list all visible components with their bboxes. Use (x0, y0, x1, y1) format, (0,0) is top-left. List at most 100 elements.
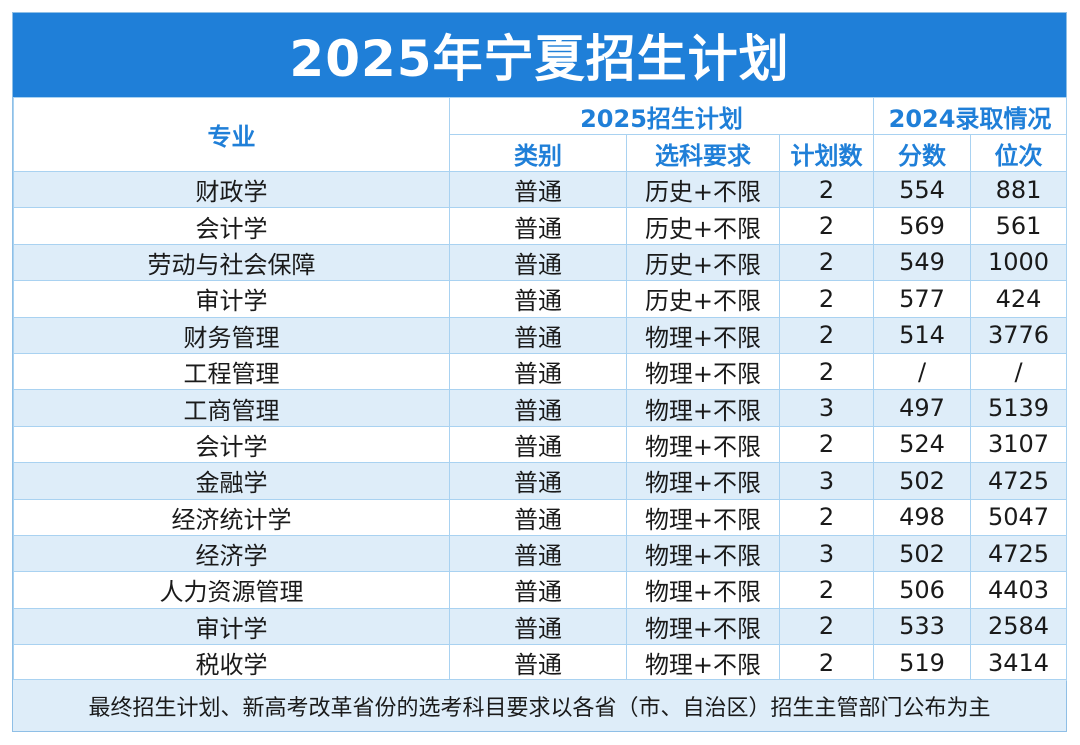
cell-plan-count: 2 (778, 571, 875, 609)
col-group-history: 2024录取情况 (873, 97, 1068, 135)
cell-rank: 881 (970, 170, 1068, 209)
cell-major: 经济统计学 (13, 498, 450, 536)
cell-rank: 2584 (970, 607, 1068, 646)
col-header-plan-count: 计划数 (778, 134, 875, 172)
table-row: 经济统计学 普通 物理+不限 2 498 5047 (13, 498, 1068, 536)
cell-score: 533 (873, 607, 972, 646)
cell-major: 财政学 (13, 170, 450, 209)
table-body: 财政学 普通 历史+不限 2 554 881 会计学 普通 历史+不限 2 569 561 劳动与社会保… (13, 170, 1068, 682)
cell-subjects: 物理+不限 (626, 644, 780, 682)
cell-subjects: 物理+不限 (626, 607, 780, 646)
cell-subjects: 物理+不限 (626, 316, 780, 354)
header-row-group: 专业 2025招生计划 2024录取情况 (13, 97, 1068, 172)
col-header-subjects: 选科要求 (626, 134, 780, 172)
cell-score: 514 (873, 316, 972, 354)
cell-score: 506 (873, 571, 972, 609)
cell-category: 普通 (449, 207, 627, 245)
cell-rank: 5139 (970, 389, 1068, 427)
cell-plan-count: 3 (778, 389, 875, 427)
cell-rank: 561 (970, 207, 1068, 245)
table-row: 会计学 普通 物理+不限 2 524 3107 (13, 425, 1068, 464)
cell-plan-count: 3 (778, 462, 875, 500)
cell-major: 工程管理 (13, 352, 450, 391)
cell-category: 普通 (449, 571, 627, 609)
cell-category: 普通 (449, 607, 627, 646)
cell-score: 502 (873, 534, 972, 573)
cell-score: 549 (873, 243, 972, 282)
cell-major: 工商管理 (13, 389, 450, 427)
col-header-rank: 位次 (970, 134, 1068, 172)
admission-plan-card: 2025年宁夏招生计划 专业 2025招生计划 2024录取情况 类别 选科要求… (12, 12, 1068, 732)
cell-major: 金融学 (13, 462, 450, 500)
table-row: 审计学 普通 历史+不限 2 577 424 (13, 280, 1068, 318)
table-row: 财政学 普通 历史+不限 2 554 881 (13, 170, 1068, 209)
cell-score: / (873, 352, 972, 391)
cell-plan-count: 2 (778, 498, 875, 536)
cell-category: 普通 (449, 280, 627, 318)
cell-rank: 5047 (970, 498, 1068, 536)
col-group-plan: 2025招生计划 (448, 97, 875, 135)
cell-category: 普通 (449, 170, 627, 209)
cell-rank: 3107 (970, 425, 1068, 464)
cell-subjects: 历史+不限 (626, 280, 780, 318)
cell-major: 财务管理 (13, 316, 450, 354)
cell-subjects: 物理+不限 (626, 352, 780, 391)
table-row: 经济学 普通 物理+不限 3 502 4725 (13, 534, 1068, 573)
cell-score: 519 (873, 644, 972, 682)
table-row: 工程管理 普通 物理+不限 2// (13, 352, 1068, 391)
cell-rank: 424 (970, 280, 1068, 318)
table-row: 税收学 普通 物理+不限 2 519 3414 (13, 644, 1068, 682)
cell-score: 502 (873, 462, 972, 500)
cell-subjects: 历史+不限 (626, 170, 780, 209)
cell-major: 经济学 (13, 534, 450, 573)
cell-plan-count: 2 (778, 644, 875, 682)
cell-major: 人力资源管理 (13, 571, 450, 609)
cell-rank: 4403 (970, 571, 1068, 609)
cell-score: 569 (873, 207, 972, 245)
cell-category: 普通 (449, 644, 627, 682)
col-header-major: 专业 (13, 97, 450, 172)
cell-category: 普通 (449, 316, 627, 354)
cell-plan-count: 2 (778, 607, 875, 646)
cell-subjects: 物理+不限 (626, 462, 780, 500)
cell-rank: 3414 (970, 644, 1068, 682)
cell-category: 普通 (449, 352, 627, 391)
table-row: 会计学 普通 历史+不限 2 569 561 (13, 207, 1068, 245)
table-row: 金融学 普通 物理+不限 3 502 4725 (13, 462, 1068, 500)
col-header-score: 分数 (873, 134, 972, 172)
table-row: 审计学 普通 物理+不限 2 533 2584 (13, 607, 1068, 646)
cell-plan-count: 2 (778, 243, 875, 282)
cell-score: 577 (873, 280, 972, 318)
cell-score: 554 (873, 170, 972, 209)
cell-score: 498 (873, 498, 972, 536)
cell-plan-count: 2 (778, 352, 875, 391)
cell-plan-count: 3 (778, 534, 875, 573)
cell-plan-count: 2 (778, 316, 875, 354)
cell-major: 审计学 (13, 607, 450, 646)
cell-major: 税收学 (13, 644, 450, 682)
cell-major: 会计学 (13, 207, 450, 245)
cell-subjects: 物理+不限 (626, 571, 780, 609)
cell-plan-count: 2 (778, 170, 875, 209)
page-title: 2025年宁夏招生计划 (13, 13, 1066, 97)
cell-subjects: 历史+不限 (626, 207, 780, 245)
cell-rank: 4725 (970, 534, 1068, 573)
cell-major: 劳动与社会保障 (13, 243, 450, 282)
cell-subjects: 物理+不限 (626, 425, 780, 464)
table-row: 工商管理 普通 物理+不限 3 497 5139 (13, 389, 1068, 427)
cell-rank: / (970, 352, 1068, 391)
cell-subjects: 物理+不限 (626, 534, 780, 573)
cell-category: 普通 (449, 498, 627, 536)
cell-rank: 1000 (970, 243, 1068, 282)
table-row: 劳动与社会保障 普通 历史+不限 2 549 1000 (13, 243, 1068, 282)
cell-subjects: 物理+不限 (626, 498, 780, 536)
cell-category: 普通 (449, 243, 627, 282)
cell-subjects: 物理+不限 (626, 389, 780, 427)
cell-major: 会计学 (13, 425, 450, 464)
cell-rank: 4725 (970, 462, 1068, 500)
cell-score: 497 (873, 389, 972, 427)
plan-table: 专业 2025招生计划 2024录取情况 类别 选科要求 计划数 分数 位次 财… (13, 97, 1068, 682)
table-row: 财务管理 普通 物理+不限 2 514 3776 (13, 316, 1068, 354)
cell-score: 524 (873, 425, 972, 464)
cell-rank: 3776 (970, 316, 1068, 354)
